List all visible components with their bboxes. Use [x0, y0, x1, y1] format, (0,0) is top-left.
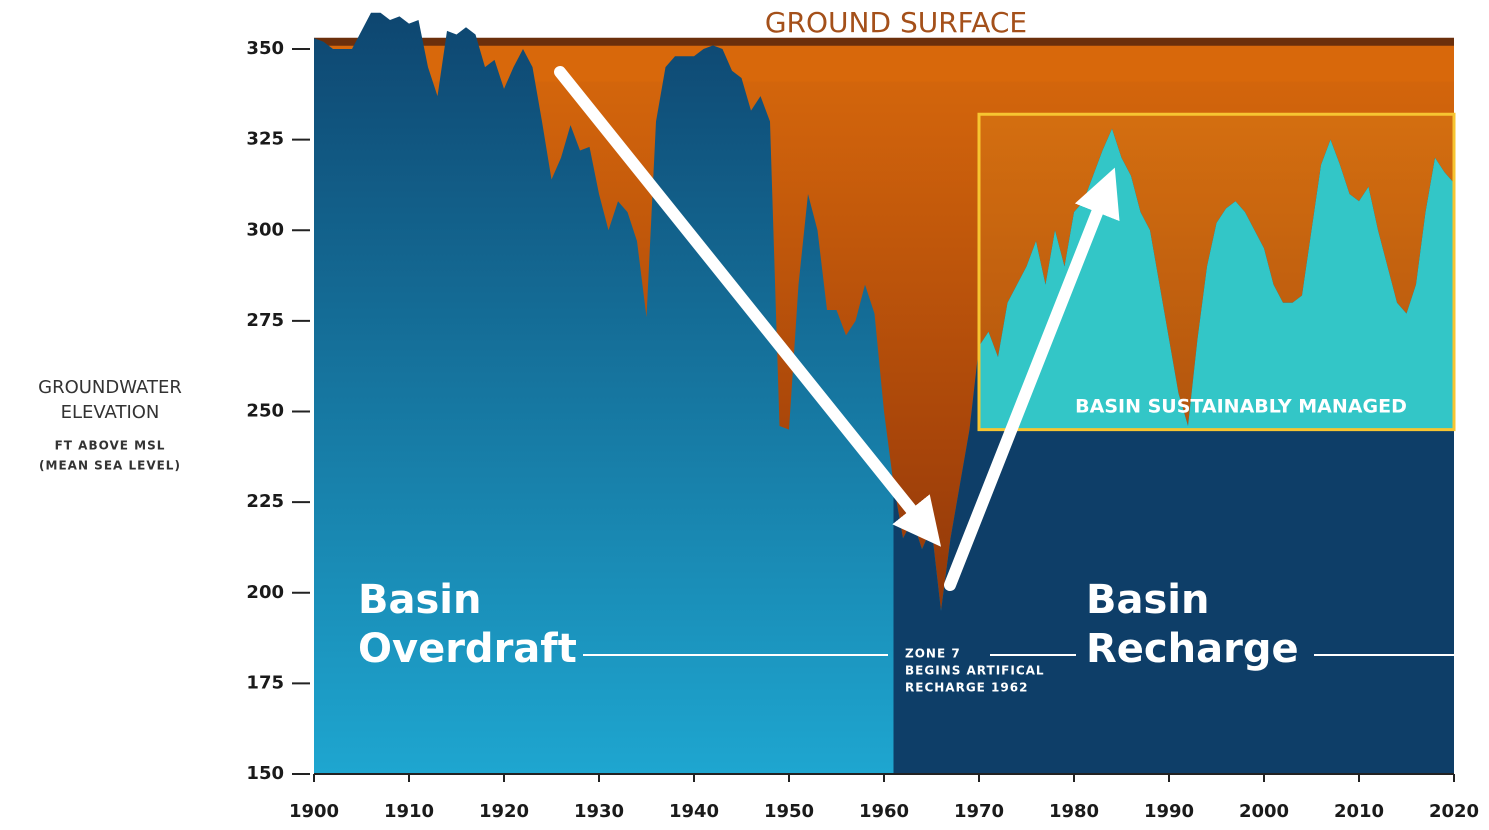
y-label: GROUNDWATER [38, 377, 182, 398]
y-tick-label: 250 [246, 401, 284, 422]
y-tick-label: 275 [246, 310, 284, 331]
y-tick-label: 175 [246, 672, 284, 693]
x-tick-label: 1980 [1049, 801, 1099, 822]
x-tick-label: 1960 [859, 801, 909, 822]
zone7-note: BEGINS ARTIFICAL [905, 664, 1045, 678]
plot [314, 12, 1456, 774]
zone7-note: ZONE 7 [905, 647, 961, 661]
x-tick-label: 1940 [669, 801, 719, 822]
x-tick-label: 1970 [954, 801, 1004, 822]
x-tick-label: 1900 [289, 801, 339, 822]
recharge-label: Basin [1086, 577, 1209, 623]
overdraft-arrow [554, 66, 942, 547]
x-tick-label: 1950 [764, 801, 814, 822]
overdraft-label: Basin [358, 577, 481, 623]
x-tick-label: 1930 [574, 801, 624, 822]
y-label: FT ABOVE MSL [55, 439, 166, 453]
y-tick-label: 325 [246, 129, 284, 150]
y-label: ELEVATION [61, 402, 160, 423]
recharge-arrow [944, 167, 1120, 591]
recharge-label: Recharge [1086, 626, 1299, 672]
y-tick-label: 300 [246, 219, 284, 240]
x-tick-label: 1990 [1144, 801, 1194, 822]
x-tick-label: 2010 [1334, 801, 1384, 822]
axes: 150 175 200 225 250 275 300 325 350 1900 1910 1920 1… [246, 38, 1479, 822]
chart-title: GROUND SURFACE [765, 6, 1027, 39]
x-tick-label: 1910 [384, 801, 434, 822]
y-tick-label: 200 [246, 582, 284, 603]
y-label: (MEAN SEA LEVEL) [39, 459, 181, 473]
x-tick-label: 1920 [479, 801, 529, 822]
ground-top [314, 41, 1454, 82]
y-tick-label: 225 [246, 491, 284, 512]
y-axis-label: GROUNDWATER ELEVATION FT ABOVE MSL (MEAN… [38, 377, 182, 473]
x-tick-label: 2020 [1429, 801, 1479, 822]
y-tick-label: 350 [246, 38, 284, 59]
x-tick-label: 2000 [1239, 801, 1289, 822]
y-tick-label: 150 [246, 763, 284, 784]
managed-box [977, 112, 1456, 432]
overdraft-label: Overdraft [358, 626, 577, 672]
managed-label: BASIN SUSTAINABLY MANAGED [1075, 396, 1407, 418]
zone7-note: RECHARGE 1962 [905, 681, 1028, 695]
